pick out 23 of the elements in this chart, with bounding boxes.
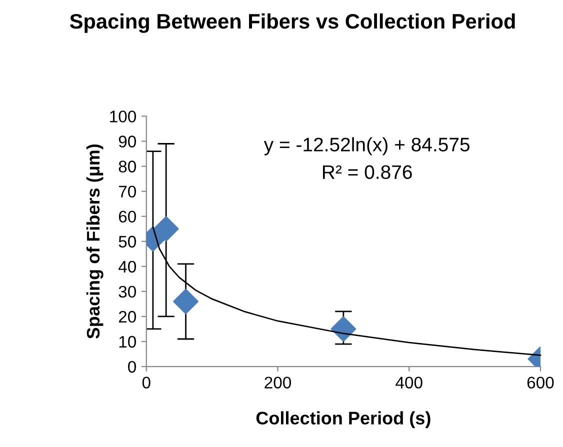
x-tick-label: 200	[264, 376, 291, 389]
point	[330, 316, 356, 342]
y-tick-label: 90	[118, 136, 136, 148]
chart-title: Spacing Between Fibers vs Collection Period	[70, 13, 515, 33]
y-tick-label: 10	[119, 336, 136, 348]
y-tick-label: 60	[118, 210, 136, 223]
y-tick-label: 0	[128, 360, 136, 373]
annotation: y = -12.52ln(x) + 84.575	[264, 137, 470, 156]
x-tick-label: 600	[527, 376, 554, 389]
y-tick-label: 20	[118, 310, 136, 323]
annotation: R² = 0.876	[323, 165, 412, 180]
y-tick-label: 70	[118, 186, 136, 198]
x-tick-label: 0	[142, 376, 150, 389]
y-tick-label: 40	[118, 260, 136, 273]
y-tick-label: 50	[118, 236, 136, 248]
y-tick-label: 30	[118, 286, 136, 298]
y-axis-title: Spacing of Fibers (μm)	[86, 144, 104, 339]
point	[153, 216, 179, 242]
point	[173, 288, 199, 314]
y-tick-label: 100	[110, 110, 136, 122]
x-tick-label: 400	[396, 376, 422, 389]
x-axis-title: Collection Period (s)	[256, 411, 430, 428]
y-tick-label: 80	[118, 160, 136, 172]
